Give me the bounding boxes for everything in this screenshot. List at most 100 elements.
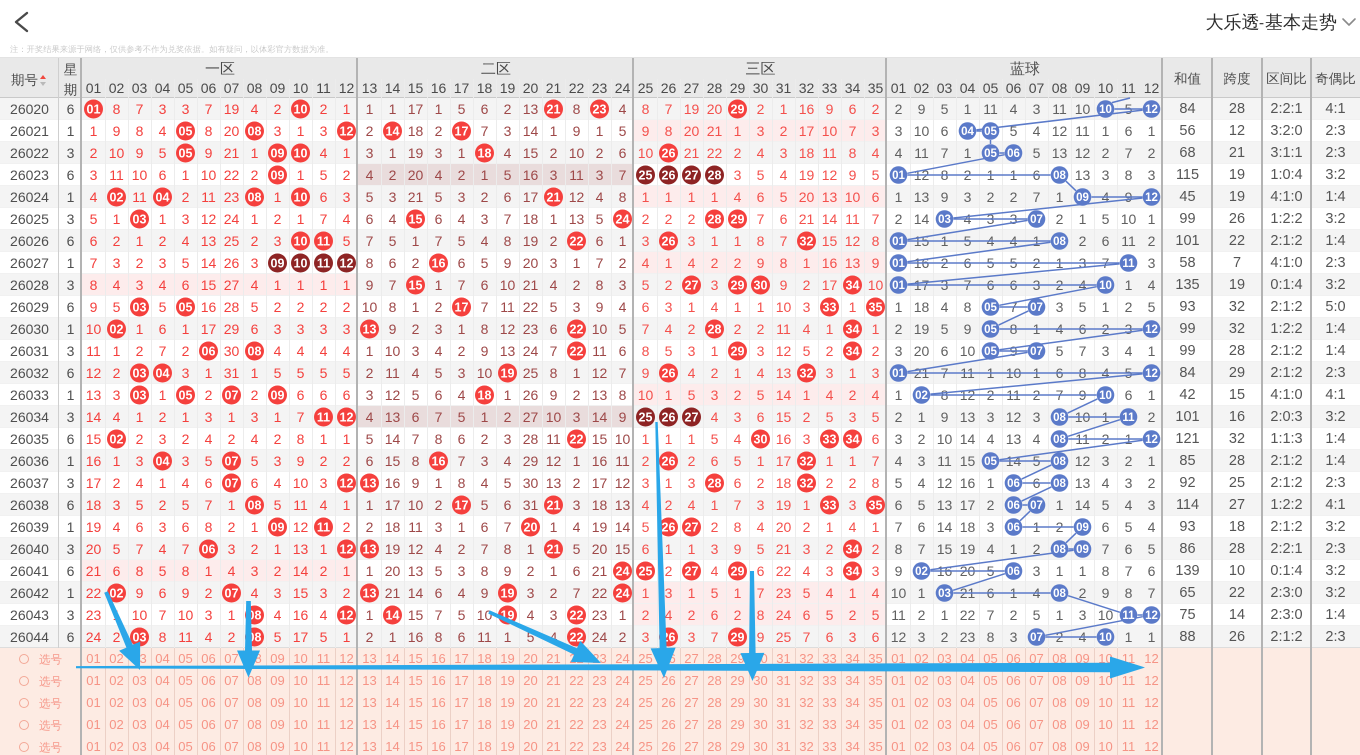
svg-text:19: 19 <box>501 586 515 600</box>
svg-text:10: 10 <box>294 234 308 248</box>
svg-text:05: 05 <box>984 456 997 468</box>
svg-text:18: 18 <box>478 146 492 160</box>
svg-text:35: 35 <box>869 498 883 512</box>
svg-text:08: 08 <box>1053 412 1066 424</box>
svg-text:08: 08 <box>1053 588 1066 600</box>
svg-text:09: 09 <box>271 256 285 270</box>
svg-text:07: 07 <box>1030 302 1043 314</box>
svg-text:02: 02 <box>110 190 124 204</box>
svg-text:08: 08 <box>1053 434 1066 446</box>
svg-text:09: 09 <box>271 146 285 160</box>
svg-text:30: 30 <box>754 278 768 292</box>
svg-text:05: 05 <box>179 124 193 138</box>
svg-text:06: 06 <box>202 542 216 556</box>
svg-text:09: 09 <box>1076 522 1089 534</box>
svg-text:07: 07 <box>1030 632 1043 644</box>
svg-text:21: 21 <box>547 542 561 556</box>
svg-text:07: 07 <box>225 586 239 600</box>
svg-text:14: 14 <box>386 124 400 138</box>
svg-text:08: 08 <box>248 498 262 512</box>
svg-text:33: 33 <box>823 432 837 446</box>
svg-text:29: 29 <box>731 344 745 358</box>
svg-text:10: 10 <box>1099 390 1112 402</box>
svg-text:10: 10 <box>294 102 308 116</box>
svg-text:12: 12 <box>1145 434 1158 446</box>
svg-text:01: 01 <box>892 170 905 182</box>
svg-text:26: 26 <box>662 520 676 534</box>
svg-text:11: 11 <box>317 256 330 270</box>
svg-text:19: 19 <box>501 366 515 380</box>
svg-text:20: 20 <box>524 520 538 534</box>
svg-text:32: 32 <box>800 454 814 468</box>
svg-text:04: 04 <box>156 366 170 380</box>
svg-text:08: 08 <box>1053 170 1066 182</box>
svg-text:17: 17 <box>455 124 469 138</box>
svg-text:26: 26 <box>662 410 676 424</box>
svg-text:11: 11 <box>1122 258 1135 270</box>
svg-text:11: 11 <box>1122 412 1135 424</box>
svg-text:03: 03 <box>133 212 147 226</box>
svg-text:11: 11 <box>317 234 330 248</box>
svg-text:09: 09 <box>271 520 285 534</box>
svg-text:01: 01 <box>892 280 905 292</box>
svg-text:27: 27 <box>685 410 699 424</box>
svg-text:22: 22 <box>570 322 584 336</box>
svg-text:34: 34 <box>846 344 860 358</box>
svg-text:01: 01 <box>87 102 101 116</box>
svg-text:13: 13 <box>363 476 377 490</box>
svg-text:24: 24 <box>616 564 630 578</box>
svg-text:27: 27 <box>685 278 699 292</box>
svg-text:23: 23 <box>593 102 607 116</box>
svg-text:30: 30 <box>754 432 768 446</box>
svg-text:01: 01 <box>892 368 905 380</box>
svg-text:05: 05 <box>984 148 997 160</box>
svg-text:15: 15 <box>409 212 423 226</box>
svg-text:03: 03 <box>133 630 147 644</box>
svg-text:06: 06 <box>1007 500 1020 512</box>
svg-text:10: 10 <box>1099 280 1112 292</box>
svg-text:08: 08 <box>1053 478 1066 490</box>
svg-text:06: 06 <box>1007 148 1020 160</box>
svg-text:35: 35 <box>869 300 883 314</box>
svg-text:07: 07 <box>225 454 239 468</box>
svg-text:03: 03 <box>938 214 951 226</box>
svg-text:22: 22 <box>570 630 584 644</box>
svg-text:12: 12 <box>1145 368 1158 380</box>
svg-text:27: 27 <box>685 168 699 182</box>
svg-text:25: 25 <box>639 410 653 424</box>
svg-text:29: 29 <box>731 630 745 644</box>
svg-text:09: 09 <box>1076 192 1089 204</box>
svg-text:25: 25 <box>639 564 653 578</box>
svg-text:13: 13 <box>363 542 377 556</box>
svg-text:02: 02 <box>915 566 928 578</box>
svg-text:22: 22 <box>570 234 584 248</box>
svg-text:01: 01 <box>892 236 905 248</box>
svg-text:17: 17 <box>455 498 469 512</box>
svg-text:27: 27 <box>685 564 699 578</box>
svg-text:10: 10 <box>294 146 308 160</box>
svg-text:15: 15 <box>409 278 423 292</box>
svg-text:04: 04 <box>961 126 974 138</box>
svg-text:12: 12 <box>1145 610 1158 622</box>
svg-text:24: 24 <box>616 586 630 600</box>
svg-text:02: 02 <box>110 432 124 446</box>
svg-text:13: 13 <box>363 322 377 336</box>
svg-text:03: 03 <box>938 588 951 600</box>
svg-text:34: 34 <box>846 278 860 292</box>
svg-text:05: 05 <box>984 324 997 336</box>
svg-text:12: 12 <box>1145 104 1158 116</box>
svg-text:02: 02 <box>110 586 124 600</box>
svg-text:22: 22 <box>570 608 584 622</box>
svg-text:21: 21 <box>547 190 561 204</box>
svg-text:22: 22 <box>570 432 584 446</box>
svg-text:26: 26 <box>662 454 676 468</box>
svg-text:21: 21 <box>547 498 561 512</box>
svg-text:29: 29 <box>731 278 745 292</box>
svg-text:08: 08 <box>248 344 262 358</box>
svg-text:03: 03 <box>133 366 147 380</box>
svg-text:27: 27 <box>685 520 699 534</box>
svg-text:33: 33 <box>823 498 837 512</box>
svg-text:10: 10 <box>1099 104 1112 116</box>
svg-text:09: 09 <box>271 168 285 182</box>
svg-text:02: 02 <box>915 390 928 402</box>
